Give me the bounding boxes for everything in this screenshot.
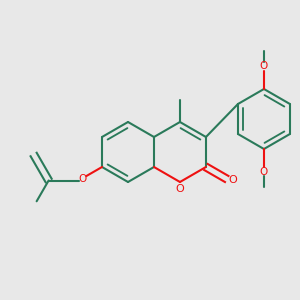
Text: O: O [260, 61, 268, 71]
Text: O: O [260, 167, 268, 177]
Text: O: O [228, 175, 237, 185]
Text: O: O [78, 173, 86, 184]
Text: O: O [176, 184, 184, 194]
